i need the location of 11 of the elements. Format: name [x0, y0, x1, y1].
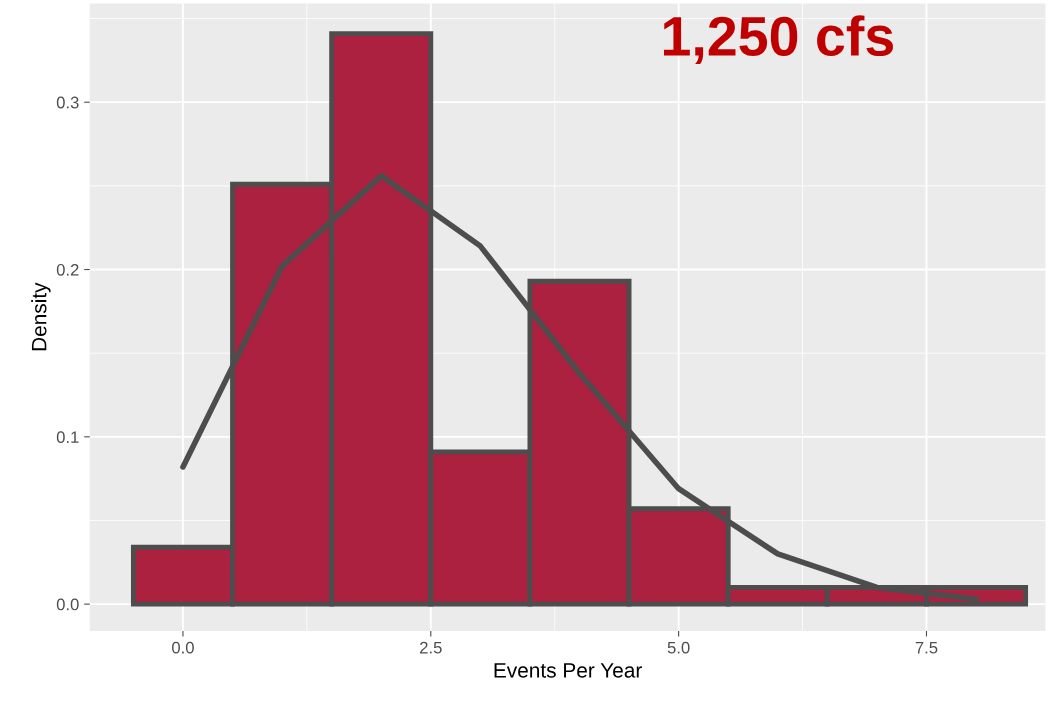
y-tick-label: 0.0 — [56, 598, 79, 611]
x-tick-label: 7.5 — [915, 641, 938, 654]
annotation: 1,250 cfs — [663, 15, 893, 65]
x-axis-title: Events Per Year — [494, 663, 642, 678]
x-tick-label: 5.0 — [667, 641, 690, 654]
y-axis-title: Density — [31, 282, 51, 351]
x-tick-label: 2.5 — [420, 641, 442, 654]
y-tick-label: 0.2 — [56, 263, 79, 276]
y-tick-label: 0.1 — [56, 431, 79, 444]
x-tick-label: 0.0 — [172, 641, 194, 654]
y-tick-label: 0.3 — [56, 96, 79, 109]
